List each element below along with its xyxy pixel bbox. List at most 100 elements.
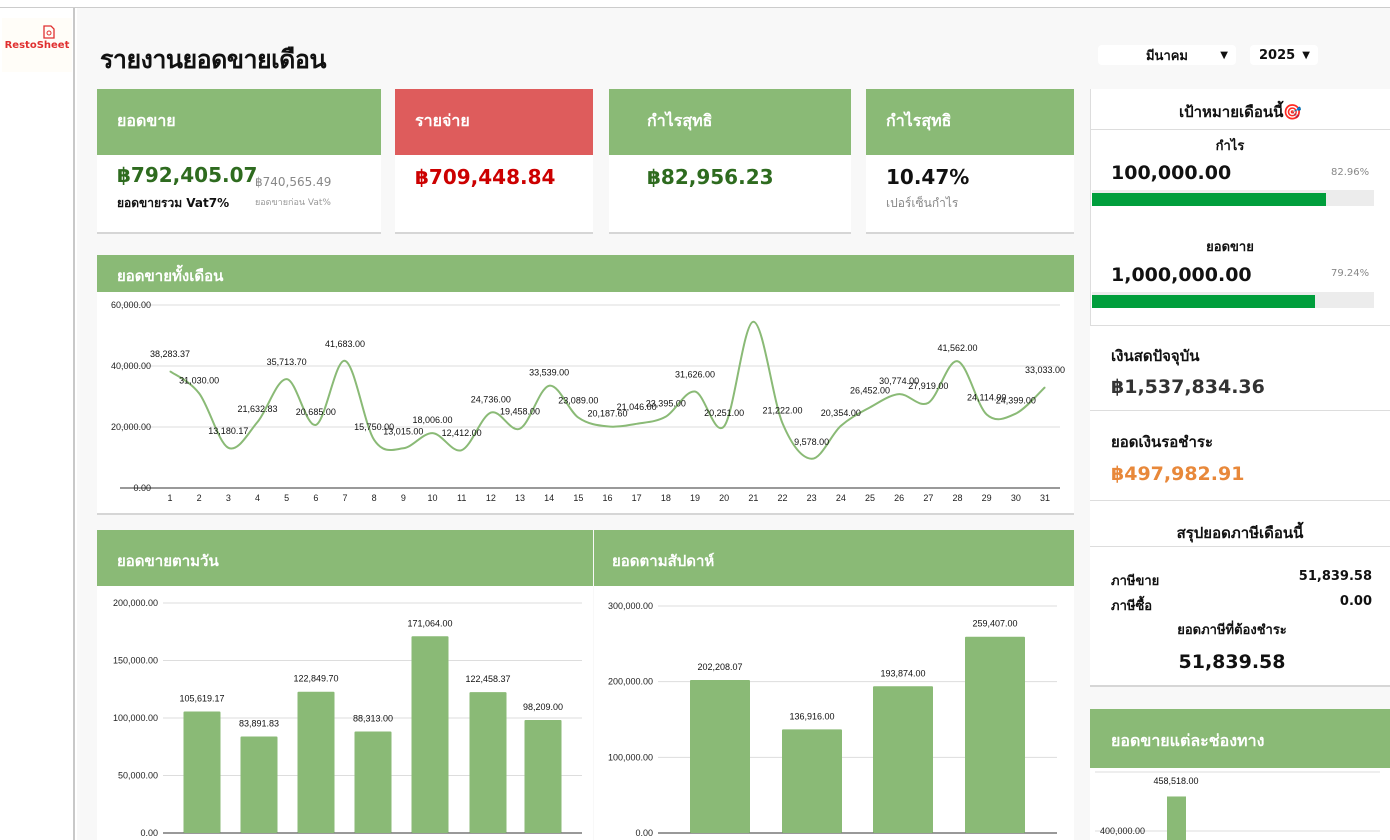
month-select[interactable]: มีนาคม ▼ (1098, 45, 1236, 65)
kpi-value: ฿709,448.84 (415, 165, 556, 189)
tax-due-value: 51,839.58 (1178, 651, 1286, 673)
bar (1167, 796, 1186, 840)
cash-value: ฿1,537,834.36 (1111, 376, 1265, 398)
cash-panel: เงินสดปัจจุบัน ฿1,537,834.36 (1090, 325, 1390, 411)
x-tick-label: 9 (401, 493, 406, 503)
data-label: 13,180.17 (208, 426, 248, 436)
data-point (607, 425, 608, 427)
y-tick-label: 60,000.00 (111, 300, 151, 310)
data-point (665, 416, 667, 418)
data-point (373, 439, 375, 441)
data-label: 33,539.00 (529, 368, 569, 378)
y-tick-label: 100,000.00 (113, 713, 158, 723)
kpi-card-profit-percent: กำไรสุทธิ 10.47% เปอร์เซ็นกำไร (866, 89, 1074, 234)
x-tick-label: 25 (865, 493, 875, 503)
x-tick-label: 31 (1040, 493, 1050, 503)
x-tick-label: 15 (573, 493, 583, 503)
data-label: 122,458.37 (465, 674, 510, 684)
target-sales-progress (1092, 292, 1374, 308)
data-point (986, 413, 988, 415)
data-point (577, 417, 579, 419)
purchase-tax-label: ภาษีซื้อ (1111, 599, 1153, 614)
bar (782, 729, 842, 833)
x-tick-label: 2 (197, 493, 202, 503)
x-tick-label: 26 (894, 493, 904, 503)
data-point (811, 458, 813, 460)
data-point (227, 447, 229, 449)
daily-sales-section: ยอดขายทั้งเดือน (97, 255, 1074, 515)
target-profit-progress (1092, 190, 1374, 206)
kpi-card-sales: ยอดขาย ฿792,405.07 ยอดขายรวม Vat7% ฿740,… (97, 89, 381, 234)
kpi-card-expense: รายจ่าย ฿709,448.84 (395, 89, 593, 234)
data-point (898, 393, 900, 395)
data-point (636, 423, 638, 425)
data-label: 21,632.83 (237, 404, 277, 414)
data-label: 27,919.00 (908, 381, 948, 391)
data-point (723, 425, 725, 427)
data-label: 26,452.00 (850, 385, 890, 395)
data-label: 21,222.00 (762, 405, 802, 415)
pending-label: ยอดเงินรอชำระ (1111, 433, 1214, 451)
data-label: 21,046.00 (617, 402, 657, 412)
x-tick-label: 20 (719, 493, 729, 503)
sheet-left-column (0, 8, 75, 840)
bar (524, 720, 562, 833)
data-label: 15,750.00 (354, 422, 394, 432)
data-point (869, 406, 871, 408)
y-tick-label: 400,000.00 (1100, 826, 1145, 836)
data-point (782, 422, 783, 424)
section-title: ยอดขายทั้งเดือน (97, 255, 1074, 292)
bar (965, 636, 1025, 833)
data-label: 9,578.00 (794, 437, 829, 447)
x-tick-label: 17 (632, 493, 642, 503)
target-profit-percent: 82.96% (1331, 167, 1370, 178)
bar (354, 731, 392, 833)
target-sales-value: 1,000,000.00 (1111, 264, 1252, 286)
data-label: 33,033.00 (1025, 365, 1065, 375)
data-label: 202,208.07 (697, 662, 742, 672)
cash-label: เงินสดปัจจุบัน (1111, 347, 1200, 365)
data-label: 20,685.00 (296, 407, 336, 417)
data-label: 98,209.00 (523, 702, 563, 712)
data-label: 20,251.00 (704, 408, 744, 418)
x-tick-label: 29 (982, 493, 992, 503)
x-tick-label: 11 (457, 493, 466, 503)
data-point (432, 432, 433, 434)
data-label: 12,412.00 (442, 428, 482, 438)
y-tick-label: 200,000.00 (608, 677, 653, 687)
document-icon (43, 25, 55, 39)
x-tick-label: 23 (807, 493, 817, 503)
x-tick-label: 12 (486, 493, 496, 503)
y-tick-label: 40,000.00 (111, 361, 151, 371)
sheet-column-header (0, 0, 1390, 8)
y-tick-label: 200,000.00 (113, 598, 158, 608)
section-title: ยอดขายตามวัน (97, 530, 593, 586)
pending-panel: ยอดเงินรอชำระ ฿497,982.91 (1090, 410, 1390, 500)
tax-title: สรุปยอดภาษีเดือนนี้ (1090, 501, 1390, 547)
data-point (344, 360, 346, 362)
x-tick-label: 8 (372, 493, 377, 503)
data-label: 83,891.83 (239, 719, 279, 729)
data-label: 20,187.60 (587, 408, 627, 418)
x-tick-label: 7 (342, 493, 347, 503)
bar (690, 679, 750, 833)
bar (411, 636, 449, 833)
y-tick-label: 20,000.00 (111, 422, 151, 432)
target-profit-label: กำไร (1215, 139, 1245, 154)
x-tick-label: 16 (602, 493, 612, 503)
x-tick-label: 19 (690, 493, 700, 503)
target-profit-value: 100,000.00 (1111, 162, 1232, 184)
target-sales-percent: 79.24% (1331, 268, 1370, 279)
bar (469, 692, 507, 833)
data-point (1044, 386, 1046, 388)
kpi-caption: เปอร์เซ็นกำไร (886, 196, 959, 210)
y-tick-label: 150,000.00 (113, 656, 158, 666)
x-tick-label: 13 (515, 493, 525, 503)
year-select[interactable]: 2025 ▼ (1250, 45, 1318, 65)
y-tick-label: 100,000.00 (608, 752, 653, 762)
kpi-secondary-caption: ยอดขายก่อน Vat% (255, 198, 331, 208)
x-tick-label: 10 (427, 493, 437, 503)
data-point (257, 421, 258, 423)
x-tick-label: 1 (167, 493, 172, 503)
target-sales-label: ยอดขาย (1206, 240, 1254, 255)
